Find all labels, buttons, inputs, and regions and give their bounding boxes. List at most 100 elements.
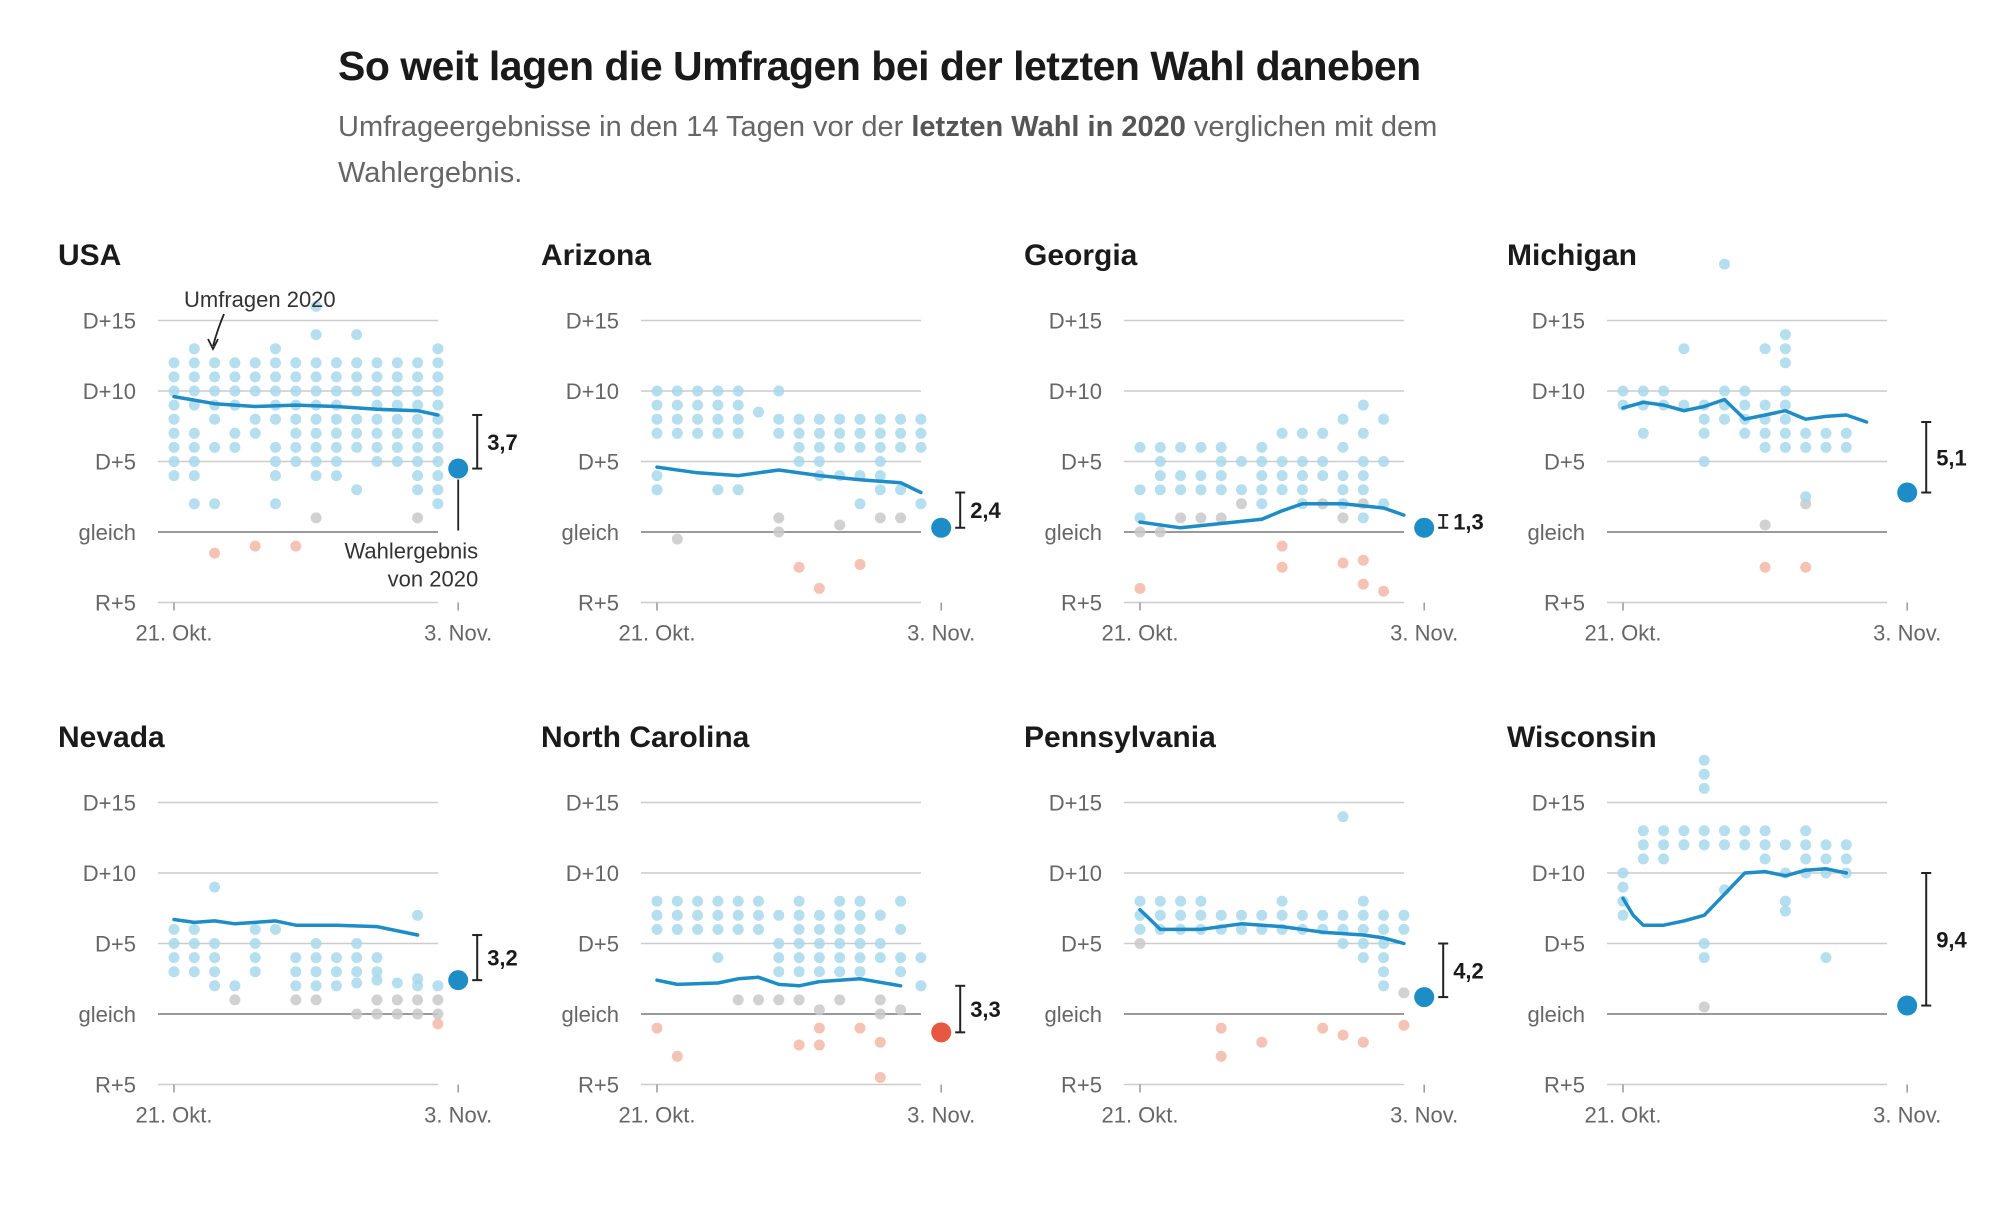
poll-dot-democrat [651, 470, 663, 482]
poll-dot-democrat [854, 952, 866, 964]
poll-dot-democrat [290, 385, 302, 397]
poll-dot-democrat [1637, 427, 1649, 439]
poll-dot-democrat [1779, 441, 1791, 453]
poll-dot-democrat [813, 427, 825, 439]
poll-dot-democrat [1195, 484, 1207, 496]
poll-dot-democrat [1719, 258, 1730, 270]
poll-dot-democrat [773, 952, 785, 964]
poll-dot-republican [793, 561, 805, 573]
poll-dot-democrat [412, 385, 424, 397]
poll-dot-democrat [290, 966, 302, 978]
poll-dot-democrat [270, 498, 281, 510]
poll-dot-democrat [1337, 938, 1349, 949]
poll-dot-democrat [1175, 895, 1187, 907]
poll-dot-democrat [412, 357, 424, 369]
poll-dot-democrat [874, 427, 886, 439]
poll-dot-democrat [1154, 484, 1166, 496]
poll-dot-democrat [692, 413, 704, 425]
poll-dot-democrat [1698, 938, 1710, 949]
annotation-result: Wahlergebnis [344, 539, 478, 564]
poll-dot-democrat [168, 952, 180, 964]
poll-dot-democrat [188, 441, 200, 453]
poll-dot-democrat [391, 977, 403, 989]
poll-dot-democrat [351, 484, 363, 496]
panel-title: USA [58, 239, 122, 272]
poll-dot-democrat [895, 484, 907, 496]
y-tick-label: D+10 [566, 379, 619, 404]
poll-dot-democrat [895, 966, 907, 978]
poll-dot-democrat [1195, 895, 1207, 907]
election-result-dot [1414, 987, 1435, 1008]
poll-average-line [655, 465, 923, 495]
poll-dot-democrat [432, 427, 444, 439]
poll-dot-republican [1337, 1029, 1349, 1041]
poll-dot-democrat [1617, 909, 1629, 921]
poll-dot-democrat [1154, 441, 1166, 453]
poll-dot-democrat [915, 441, 927, 453]
poll-dot-democrat [270, 385, 281, 397]
poll-dot-neutral [310, 512, 322, 524]
poll-dot-democrat [1759, 825, 1771, 837]
poll-dot-democrat [391, 371, 403, 383]
annotation-arrowhead [207, 338, 219, 352]
poll-dot-democrat [168, 385, 180, 397]
poll-dot-democrat [1378, 456, 1390, 467]
poll-dot-democrat [712, 484, 724, 496]
poll-dot-democrat [915, 952, 927, 964]
poll-dot-democrat [1296, 456, 1308, 467]
poll-dot-democrat [310, 980, 322, 992]
poll-dot-democrat [1759, 839, 1771, 851]
chart-subtitle: Umfrageergebnisse in den 14 Tagen vor de… [338, 104, 1558, 196]
poll-dot-democrat [290, 980, 302, 992]
poll-dot-democrat [432, 441, 444, 453]
poll-dot-republican [671, 1050, 683, 1062]
poll-dot-democrat [1759, 427, 1771, 439]
poll-dot-democrat [1256, 441, 1268, 453]
poll-dot-democrat [1658, 839, 1670, 851]
poll-dot-democrat [1357, 470, 1369, 482]
poll-dot-democrat [813, 456, 825, 467]
poll-dot-democrat [412, 399, 424, 411]
poll-dot-democrat [1800, 427, 1812, 439]
poll-dot-democrat [188, 923, 200, 935]
poll-dot-democrat [1698, 768, 1710, 780]
y-tick-label: D+5 [1544, 932, 1585, 957]
poll-dot-democrat [732, 895, 744, 907]
poll-dot-democrat [290, 441, 302, 453]
poll-dot-democrat [1317, 427, 1329, 439]
poll-dot-democrat [793, 456, 805, 467]
poll-dot-democrat [1779, 357, 1791, 369]
panel-nevada: Nevada D+15 D+10 D+5 gleich R+5 21. Okt. 3. No… [58, 718, 518, 1158]
poll-dot-democrat [874, 952, 886, 964]
poll-dot-democrat [753, 909, 764, 921]
poll-dot-democrat [1719, 839, 1730, 851]
poll-dot-democrat [371, 427, 383, 439]
y-tick-label: D+15 [1049, 309, 1102, 334]
poll-dot-democrat [834, 938, 846, 949]
poll-dot-neutral [1215, 512, 1227, 524]
poll-dot-democrat [270, 923, 281, 935]
poll-dot-democrat [290, 357, 302, 369]
poll-dot-democrat [188, 427, 200, 439]
y-tick-label: R+5 [1061, 591, 1102, 616]
poll-dot-democrat [351, 357, 363, 369]
poll-dot-democrat [1134, 441, 1146, 453]
poll-dot-democrat [1779, 413, 1791, 425]
poll-dot-democrat [854, 938, 866, 949]
poll-dot-democrat [168, 923, 180, 935]
poll-dot-democrat [229, 385, 241, 397]
poll-dot-democrat [1739, 385, 1751, 397]
poll-dot-democrat [1296, 909, 1308, 921]
poll-dot-democrat [310, 385, 322, 397]
poll-dot-democrat [1779, 905, 1791, 917]
poll-dot-neutral [1195, 512, 1207, 524]
poll-dot-democrat [351, 385, 363, 397]
x-tick-label: 21. Okt. [1101, 1103, 1178, 1128]
poll-dot-democrat [188, 357, 200, 369]
poll-dot-neutral [834, 519, 846, 531]
poll-dot-democrat [1337, 811, 1349, 823]
poll-dot-democrat [1779, 427, 1791, 439]
annotation-polls: Umfragen 2020 [184, 287, 336, 312]
poll-dot-democrat [1175, 441, 1187, 453]
poll-dot-neutral [732, 994, 744, 1006]
